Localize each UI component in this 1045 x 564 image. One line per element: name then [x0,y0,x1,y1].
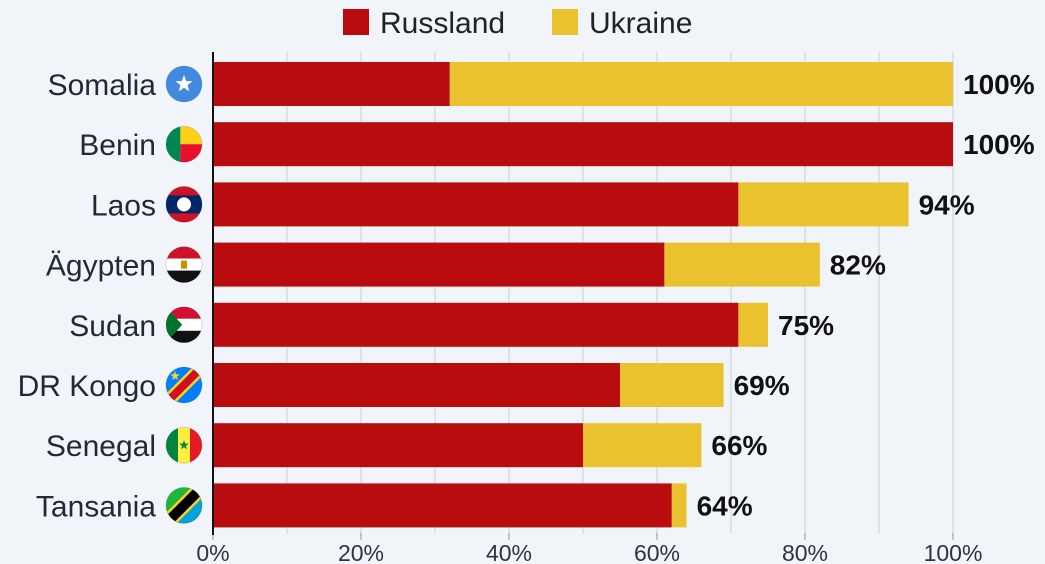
egypt-flag-icon [165,246,203,284]
total-label: 64% [697,490,753,521]
axes [212,52,954,540]
bar-ukraine-6 [583,423,702,468]
x-tick-label: 100% [924,540,983,564]
bars [213,62,953,528]
category-label: Tansania [36,490,156,523]
bar-ukraine-0 [449,62,953,106]
bar-ukraine-5 [620,363,724,407]
category-label: Somalia [48,69,157,102]
legend-label: Ukraine [589,7,692,40]
x-tick-label: 80% [782,540,828,564]
bar-russland-7 [213,483,672,528]
total-label: 66% [711,430,767,461]
total-label: 82% [830,250,886,281]
tanzania-flag-icon [165,486,203,524]
total-label: 100% [963,69,1035,100]
legend-swatch-russland [343,9,369,35]
benin-flag-icon [165,125,203,163]
bar-russland-2 [213,182,739,227]
sudan-flag-icon [165,306,203,344]
x-tick-label: 20% [338,540,384,564]
legend-label: Russland [380,7,505,40]
bar-russland-3 [213,242,665,287]
bar-ukraine-3 [664,242,820,287]
bar-russland-4 [213,302,739,347]
bar-ukraine-4 [738,302,768,347]
category-label: Laos [91,189,156,222]
x-tick-label: 0% [196,540,229,564]
category-label: Benin [79,129,156,162]
legend-swatch-ukraine [552,9,578,35]
total-label: 75% [778,310,834,341]
category-label: Senegal [46,430,156,463]
total-label: 69% [734,370,790,401]
bar-russland-0 [213,62,450,106]
x-tick-label: 40% [486,540,532,564]
bar-russland-1 [213,122,953,167]
dr-congo-flag-icon [165,366,203,404]
somalia-flag-icon [165,65,203,103]
category-label: Ägypten [46,250,156,283]
bar-ukraine-2 [738,182,909,227]
category-label: Sudan [69,310,156,343]
legend: Russland Ukraine [343,7,692,40]
category-label: DR Kongo [18,370,156,403]
total-label: 100% [963,129,1035,160]
bar-russland-6 [213,423,583,468]
bar-ukraine-7 [671,483,687,528]
bar-russland-5 [213,363,620,407]
senegal-flag-icon [165,426,203,464]
laos-flag-icon [165,185,203,223]
total-label: 94% [919,189,975,220]
x-tick-label: 60% [634,540,680,564]
